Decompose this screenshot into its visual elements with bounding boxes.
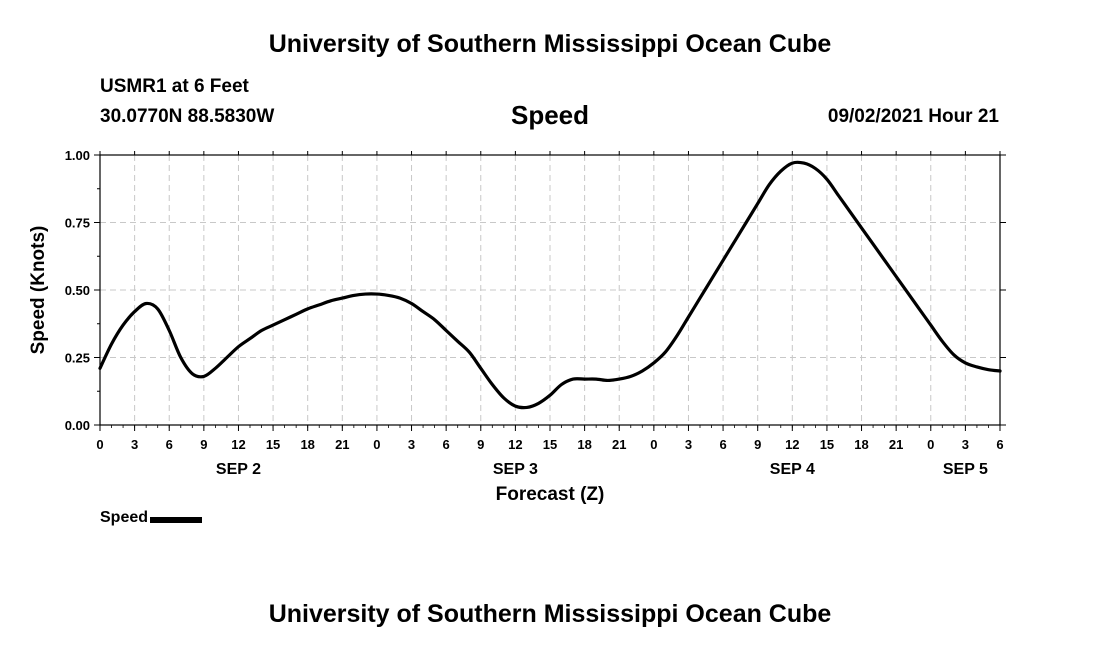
series-layer — [98, 160, 1002, 410]
x-tick-label: 12 — [508, 437, 522, 452]
x-tick-label: 15 — [266, 437, 280, 452]
x-tick-label: 6 — [996, 437, 1003, 452]
x-tick-label: 15 — [543, 437, 557, 452]
x-tick-label: 9 — [754, 437, 761, 452]
forecast-datetime: 09/02/2021 Hour 21 — [827, 106, 999, 127]
y-tick-label: 0.00 — [65, 418, 90, 433]
legend: Speed — [100, 509, 203, 527]
x-tick-label: 3 — [962, 437, 969, 452]
y-tick-label: 0.25 — [65, 351, 90, 366]
page-footer: University of Southern Mississippi Ocean… — [268, 600, 832, 628]
x-tick-label: 21 — [612, 437, 626, 452]
x-tick-label: 12 — [231, 437, 245, 452]
x-tick-label: 3 — [685, 437, 692, 452]
x-tick-label: 3 — [408, 437, 415, 452]
x-tick-label: 3 — [131, 437, 138, 452]
x-tick-label: 15 — [820, 437, 834, 452]
x-tick-label: 0 — [373, 437, 380, 452]
x-tick-label: 9 — [477, 437, 484, 452]
y-axis-label: Speed (Knots) — [28, 226, 49, 355]
series-line-speed — [98, 160, 1002, 410]
day-label: SEP 2 — [216, 461, 261, 478]
x-tick-label: 12 — [785, 437, 799, 452]
legend-swatch — [150, 516, 203, 523]
x-tick-label: 0 — [96, 437, 103, 452]
day-label: SEP 4 — [770, 461, 815, 478]
x-tick-label: 6 — [166, 437, 173, 452]
day-label: SEP 3 — [493, 461, 538, 478]
y-tick-label: 0.75 — [65, 216, 90, 231]
legend-label: Speed — [100, 509, 149, 526]
x-axis-label: Forecast (Z) — [496, 484, 605, 505]
x-tick-label: 18 — [854, 437, 868, 452]
x-tick-label: 0 — [650, 437, 657, 452]
tick-labels: 0.00 0.25 0.50 0.75 1.00 0 3 6 9 12 15 18 21 0 3 6 9 12 15… — [65, 148, 1004, 478]
grid-lines — [100, 155, 1000, 425]
plot-frame — [99, 154, 1001, 426]
station-coordinates: 30.0770N 88.5830W — [100, 106, 275, 127]
x-tick-label: 9 — [200, 437, 207, 452]
y-tick-label: 0.50 — [65, 283, 90, 298]
x-tick-label: 6 — [443, 437, 450, 452]
day-label: SEP 5 — [943, 461, 988, 478]
x-tick-label: 6 — [719, 437, 726, 452]
page-title: University of Southern Mississippi Ocean… — [268, 30, 832, 58]
station-label: USMR1 at 6 Feet — [100, 76, 249, 97]
x-tick-label: 18 — [577, 437, 591, 452]
x-tick-label: 18 — [300, 437, 314, 452]
x-tick-label: 0 — [927, 437, 934, 452]
x-tick-label: 21 — [335, 437, 349, 452]
x-tick-label: 21 — [889, 437, 903, 452]
chart-title: Speed — [510, 100, 590, 130]
y-tick-label: 1.00 — [65, 148, 90, 163]
